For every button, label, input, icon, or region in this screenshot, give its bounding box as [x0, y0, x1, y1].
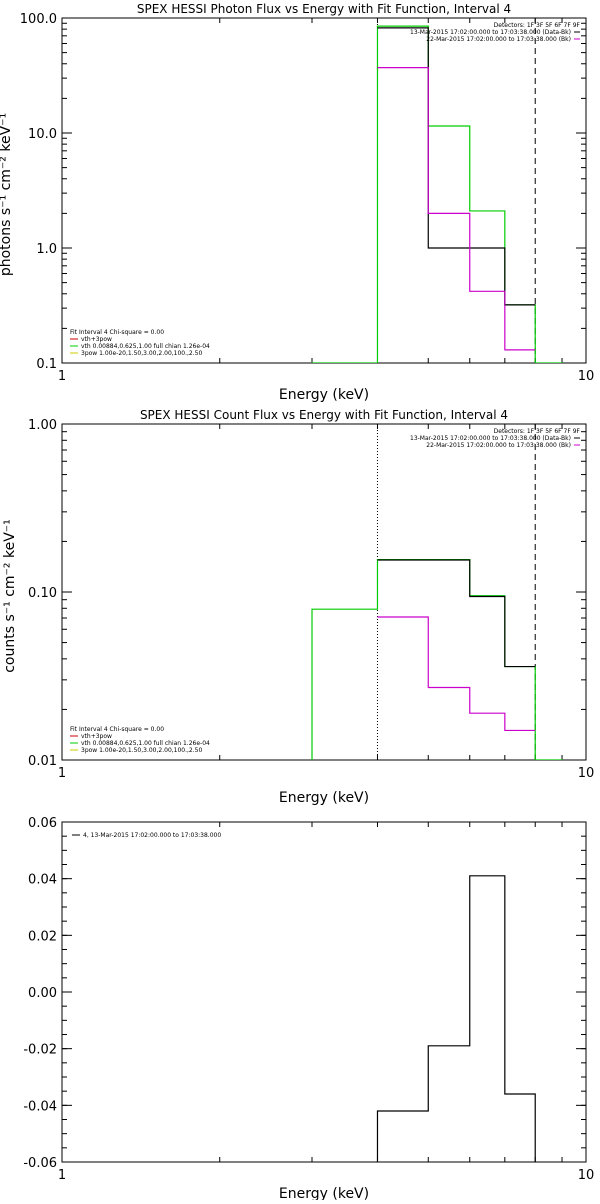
- x-axis-label: Energy (keV): [279, 1186, 369, 1200]
- data-layer: [311, 424, 563, 760]
- y-tick-label: 0.06: [28, 816, 57, 831]
- y-axis-label: photons s⁻¹ cm⁻² keV⁻¹: [0, 113, 14, 276]
- legend-text: vth 0.00884,0.625,1.00 full chian 1.26e-…: [81, 343, 210, 350]
- y-tick-label: -0.06: [23, 1156, 57, 1171]
- legend-text: vth+3pow: [81, 336, 112, 343]
- y-tick-label: 0.02: [28, 929, 57, 944]
- legend-text: vth+3pow: [81, 733, 112, 740]
- y-axis-label: counts s⁻¹ cm⁻² keV⁻¹: [2, 519, 18, 673]
- x-tick-label: 10: [578, 1168, 595, 1183]
- y-tick-label: 0.04: [28, 873, 57, 888]
- legend-text: 3pow 1.00e-20,1.50,3.00,2.00,100.,2.50: [81, 350, 202, 357]
- x-tick-label: 1: [58, 369, 66, 384]
- y-tick-label: 0.1: [36, 357, 57, 372]
- legend-text: 4, 13-Mar-2015 17:02:00.000 to 17:03:38.…: [83, 832, 221, 839]
- y-tick-label: 0.00: [28, 986, 57, 1001]
- legend-text: 13-Mar-2015 17:02:00.000 to 17:03:38.000…: [410, 29, 571, 36]
- legend-text: Fit Interval 4 Chi-square = 0.00: [70, 726, 164, 733]
- x-axis-label: Energy (keV): [279, 387, 369, 403]
- y-tick-label: 0.01: [28, 754, 57, 769]
- y-tick-label: 10.0: [28, 127, 57, 142]
- plot-frame: [61, 821, 587, 1163]
- series-residual: [376, 875, 536, 1162]
- x-tick-label: 10: [578, 766, 595, 781]
- y-tick-label: -0.02: [23, 1043, 57, 1058]
- legend-text: Detectors: 1F 3F 5F 6F 7F 9F: [494, 428, 581, 435]
- legend-text: 22-Mar-2015 17:02:00.000 to 17:03:38.000…: [426, 36, 571, 43]
- series-background: [377, 67, 536, 351]
- x-tick-label: 1: [58, 1168, 66, 1183]
- y-tick-label: -0.04: [23, 1099, 57, 1114]
- legend-text: Fit Interval 4 Chi-square = 0.00: [70, 329, 164, 336]
- chart-panel-2: SPEX HESSI Count Flux vs Energy with Fit…: [2, 408, 594, 806]
- y-tick-label: 100.0: [20, 12, 57, 27]
- plot-frame: [61, 423, 587, 761]
- x-tick-label: 1: [58, 766, 66, 781]
- chart-panel-3: 1 10 0.06 0.04 0.02 0.00 -0.02 -0.04 -0.06 Energy…: [23, 816, 595, 1202]
- series-fit: [311, 25, 563, 363]
- chart-panel-1: SPEX HESSI Photon Flux vs Energy with Fi…: [0, 2, 594, 403]
- y-tick-label: 1.00: [28, 418, 57, 433]
- x-axis-label: Energy (keV): [279, 790, 369, 806]
- chart-title: SPEX HESSI Photon Flux vs Energy with Fi…: [137, 2, 511, 16]
- data-layer: [311, 18, 563, 363]
- series-background: [377, 616, 536, 732]
- legend-text: Detectors: 1F 3F 5F 6F 7F 9F: [494, 22, 581, 29]
- series-data: [377, 559, 536, 668]
- legend-text: 22-Mar-2015 17:02:00.000 to 17:03:38.000…: [426, 442, 571, 449]
- data-layer: [376, 875, 536, 1162]
- y-tick-label: 1.0: [36, 242, 57, 257]
- legend-text: 13-Mar-2015 17:02:00.000 to 17:03:38.000…: [410, 435, 571, 442]
- y-tick-label: 0.10: [28, 586, 57, 601]
- legend-text: 3pow 1.00e-20,1.50,3.00,2.00,100.,2.50: [81, 747, 202, 754]
- series-fit: [311, 558, 563, 760]
- legend-text: vth 0.00884,0.625,1.00 full chian 1.26e-…: [81, 740, 210, 747]
- x-tick-label: 10: [578, 369, 595, 384]
- series-data: [377, 27, 536, 306]
- chart-title: SPEX HESSI Count Flux vs Energy with Fit…: [140, 408, 508, 422]
- plot-frame: [61, 17, 587, 364]
